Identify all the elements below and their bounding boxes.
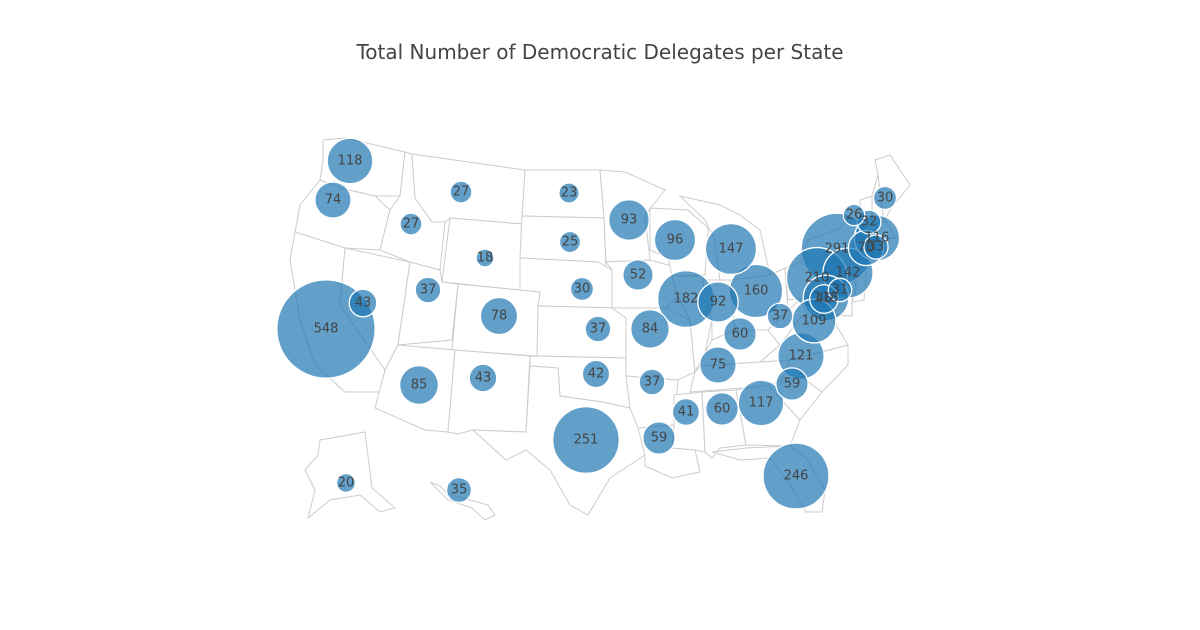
bubble-or[interactable] [314, 181, 352, 219]
bubble-label-ct: 70 [858, 241, 875, 256]
bubble-label-pa: 210 [805, 271, 830, 286]
bubble-label-sc: 59 [784, 377, 801, 392]
bubble-label-la: 59 [651, 431, 668, 446]
bubble-label-ne: 30 [574, 282, 591, 297]
bubble-label-nv: 43 [355, 296, 372, 311]
bubble-label-fl: 246 [784, 469, 809, 484]
bubble-label-mn: 93 [621, 213, 638, 228]
bubble-label-ia: 52 [630, 268, 647, 283]
bubble-label-al: 60 [714, 402, 731, 417]
bubble-ar[interactable] [638, 368, 666, 396]
bubble-label-sd: 25 [562, 235, 579, 250]
bubble-label-ok: 42 [588, 367, 605, 382]
bubble-label-de: 31 [832, 283, 849, 298]
bubble-in[interactable] [697, 281, 739, 323]
bubble-label-hi: 35 [451, 483, 468, 498]
bubble-hi[interactable] [445, 476, 473, 504]
bubble-label-ga: 117 [749, 396, 774, 411]
bubble-label-ms: 41 [678, 405, 695, 420]
bubble-la[interactable] [642, 421, 676, 455]
bubble-ky[interactable] [723, 317, 757, 351]
bubble-co[interactable] [479, 296, 519, 336]
bubble-label-layer: 118 74 548 43 27 27 18 37 78 85 43 23 25 30 37 42 251 93 5… [314, 154, 894, 498]
bubble-label-co: 78 [491, 309, 508, 324]
bubble-label-in: 92 [710, 295, 727, 310]
bubble-ut[interactable] [414, 276, 442, 304]
bubble-label-va: 109 [802, 314, 827, 329]
bubble-wv[interactable] [766, 302, 794, 330]
bubble-label-vt: 26 [846, 208, 863, 223]
bubble-label-nm: 43 [475, 371, 492, 386]
bubble-label-mo: 84 [642, 322, 659, 337]
bubble-me[interactable] [872, 185, 898, 211]
bubble-tx[interactable] [552, 406, 620, 474]
bubble-label-wv: 37 [772, 309, 789, 324]
bubble-label-id: 27 [403, 217, 420, 232]
bubble-label-ma: 116 [865, 231, 890, 246]
bubble-de[interactable] [827, 277, 853, 303]
bubble-label-az: 85 [411, 378, 428, 393]
bubble-label-nc: 121 [789, 349, 814, 364]
bubble-ne[interactable] [569, 276, 595, 302]
state-shape-nm [447, 349, 531, 435]
bubble-nv[interactable] [348, 288, 378, 318]
bubble-wa[interactable] [326, 137, 374, 185]
bubble-vt[interactable] [842, 203, 866, 227]
bubble-az[interactable] [398, 364, 440, 406]
bubble-label-me: 30 [877, 191, 894, 206]
bubble-wy[interactable] [475, 248, 495, 268]
bubble-al[interactable] [705, 392, 739, 426]
bubble-label-wa: 118 [338, 154, 363, 169]
bubble-wi[interactable] [653, 218, 697, 262]
bubble-label-tn: 75 [710, 358, 727, 373]
bubble-label-ar: 37 [644, 375, 661, 390]
bubble-id[interactable] [399, 212, 423, 236]
bubble-mi[interactable] [704, 222, 758, 276]
bubble-ms[interactable] [671, 397, 701, 427]
bubble-ia[interactable] [622, 259, 654, 291]
bubble-label-il: 182 [674, 292, 699, 307]
bubble-ks[interactable] [584, 315, 612, 343]
bubble-label-wy: 18 [477, 251, 494, 266]
bubble-label-ri: 33 [868, 240, 885, 255]
chart-title: Total Number of Democratic Delegates per… [356, 40, 844, 64]
bubble-label-nd: 23 [561, 186, 578, 201]
bubble-label-nh: 32 [861, 215, 878, 230]
bubble-nm[interactable] [468, 363, 498, 393]
bubble-label-ca: 548 [314, 322, 339, 337]
bubble-mt[interactable] [449, 180, 473, 204]
bubble-mn[interactable] [608, 199, 650, 241]
bubble-layer [276, 137, 901, 510]
bubble-tn[interactable] [699, 346, 737, 384]
bubble-label-dc: 46 [816, 292, 833, 307]
bubble-fl[interactable] [762, 442, 830, 510]
bubble-label-ks: 37 [590, 322, 607, 337]
bubble-label-mi: 147 [719, 242, 744, 257]
bubble-label-nj: 142 [836, 266, 861, 281]
bubble-ri[interactable] [863, 234, 889, 260]
state-shape-ks [536, 305, 627, 359]
bubble-ok[interactable] [581, 359, 611, 389]
bubble-label-wi: 96 [667, 233, 684, 248]
bubble-label-or: 74 [325, 193, 342, 208]
bubble-sc[interactable] [775, 367, 809, 401]
bubble-label-ut: 37 [420, 283, 437, 298]
bubble-ak[interactable] [335, 472, 357, 494]
bubble-label-ny: 291 [825, 242, 850, 257]
bubble-ga[interactable] [737, 379, 785, 427]
bubble-label-md: 118 [814, 291, 839, 306]
bubble-mo[interactable] [630, 309, 670, 349]
bubble-label-ky: 60 [732, 327, 749, 342]
bubble-label-mt: 27 [453, 185, 470, 200]
bubble-label-oh: 160 [744, 284, 769, 299]
bubble-nd[interactable] [558, 182, 580, 204]
bubble-label-tx: 251 [574, 433, 599, 448]
bubble-sd[interactable] [558, 230, 582, 254]
bubble-label-ak: 20 [338, 476, 355, 491]
